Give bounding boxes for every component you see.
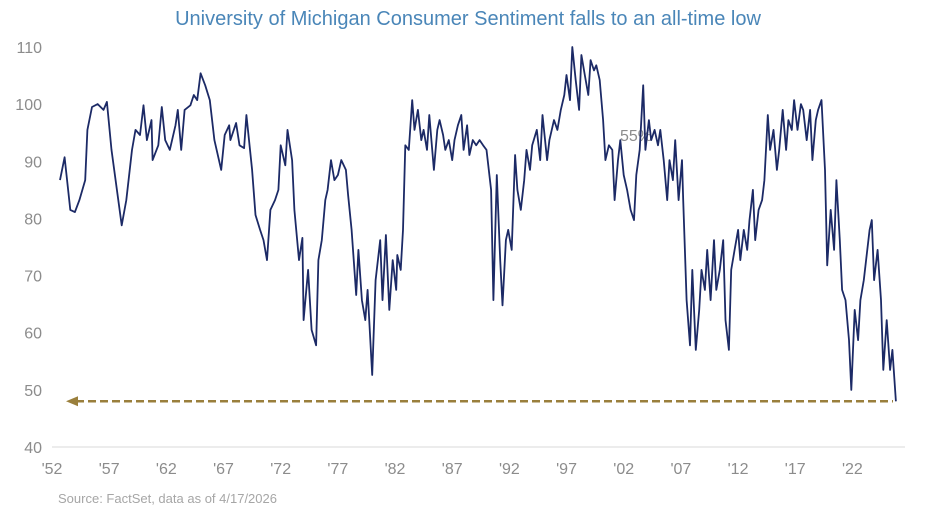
x-axis: '52 '57 '62 '67 '72 '77 '82 '87 '92 '97 '02 '07 '12 '… bbox=[42, 461, 863, 478]
y-tick-label: 110 bbox=[16, 40, 42, 57]
chart-title: University of Michigan Consumer Sentimen… bbox=[175, 8, 761, 30]
series-line bbox=[59, 46, 897, 402]
x-tick-label: '67 bbox=[213, 461, 234, 478]
arrow-left-icon bbox=[66, 396, 78, 407]
y-tick-label: 70 bbox=[24, 269, 42, 286]
x-tick-label: '07 bbox=[670, 461, 691, 478]
y-axis: 40 50 60 70 80 90 100 110 bbox=[15, 40, 42, 457]
x-tick-label: '97 bbox=[556, 461, 577, 478]
y-tick-label: 80 bbox=[24, 211, 42, 228]
x-tick-label: '72 bbox=[270, 461, 291, 478]
x-tick-label: '82 bbox=[385, 461, 406, 478]
source-note: Source: FactSet, data as of 4/17/2026 bbox=[58, 491, 277, 506]
y-tick-label: 90 bbox=[24, 154, 42, 171]
x-tick-label: '57 bbox=[99, 461, 120, 478]
x-tick-label: '52 bbox=[42, 461, 63, 478]
x-tick-label: '17 bbox=[785, 461, 806, 478]
x-tick-label: '92 bbox=[499, 461, 520, 478]
x-tick-label: '87 bbox=[442, 461, 463, 478]
series-group bbox=[59, 46, 897, 402]
reference-line-group bbox=[66, 396, 893, 407]
y-tick-label: 60 bbox=[24, 326, 42, 343]
y-tick-label: 40 bbox=[24, 440, 42, 457]
y-tick-label: 100 bbox=[15, 97, 42, 114]
x-tick-label: '02 bbox=[613, 461, 634, 478]
x-tick-label: '62 bbox=[156, 461, 177, 478]
x-tick-label: '22 bbox=[842, 461, 863, 478]
x-tick-label: '12 bbox=[728, 461, 749, 478]
y-tick-label: 50 bbox=[24, 383, 42, 400]
x-tick-label: '77 bbox=[327, 461, 348, 478]
